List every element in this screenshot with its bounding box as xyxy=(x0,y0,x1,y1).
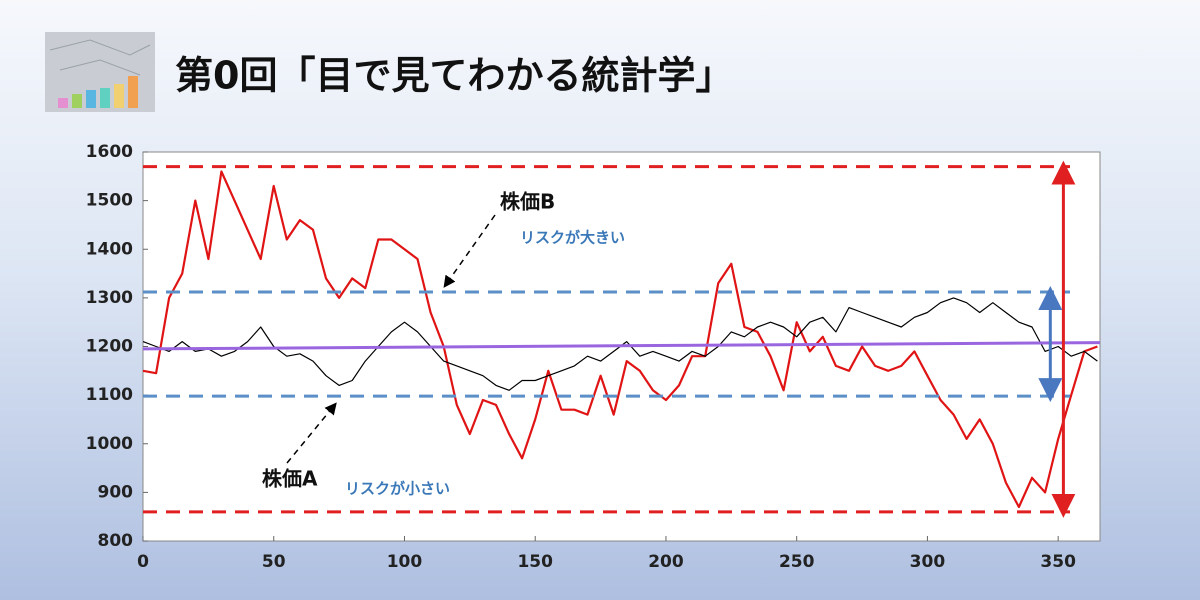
x-tick-label: 250 xyxy=(779,552,815,572)
x-tick-label: 100 xyxy=(387,552,423,572)
x-tick-label: 150 xyxy=(517,552,553,572)
x-tick-label: 200 xyxy=(648,552,684,572)
series-label: 株価B xyxy=(500,190,555,214)
x-tick-label: 0 xyxy=(137,552,149,572)
title-icon xyxy=(45,32,155,112)
y-tick-label: 1200 xyxy=(86,337,133,357)
annotation-arrow xyxy=(286,402,337,464)
y-tick-label: 1400 xyxy=(86,239,133,259)
annotation: リスクが小さい xyxy=(345,480,450,498)
y-tick-label: 1100 xyxy=(86,385,133,405)
x-tick-label: 300 xyxy=(910,552,946,572)
annotation: リスクが大きい xyxy=(520,229,625,247)
y-tick-label: 1600 xyxy=(86,142,133,162)
y-tick-label: 1000 xyxy=(86,434,133,454)
annotation-arrow xyxy=(443,214,496,288)
x-tick-label: 50 xyxy=(262,552,286,572)
y-tick-label: 1300 xyxy=(86,288,133,308)
y-tick-label: 800 xyxy=(98,531,134,551)
slide-title: 第0回「目で見てわかる統計学」 xyxy=(175,54,733,98)
x-tick-label: 350 xyxy=(1040,552,1076,572)
series-label: 株価A xyxy=(262,467,318,491)
y-tick-label: 900 xyxy=(98,482,134,502)
y-tick-label: 1500 xyxy=(86,191,133,211)
trend-line xyxy=(142,341,1101,351)
